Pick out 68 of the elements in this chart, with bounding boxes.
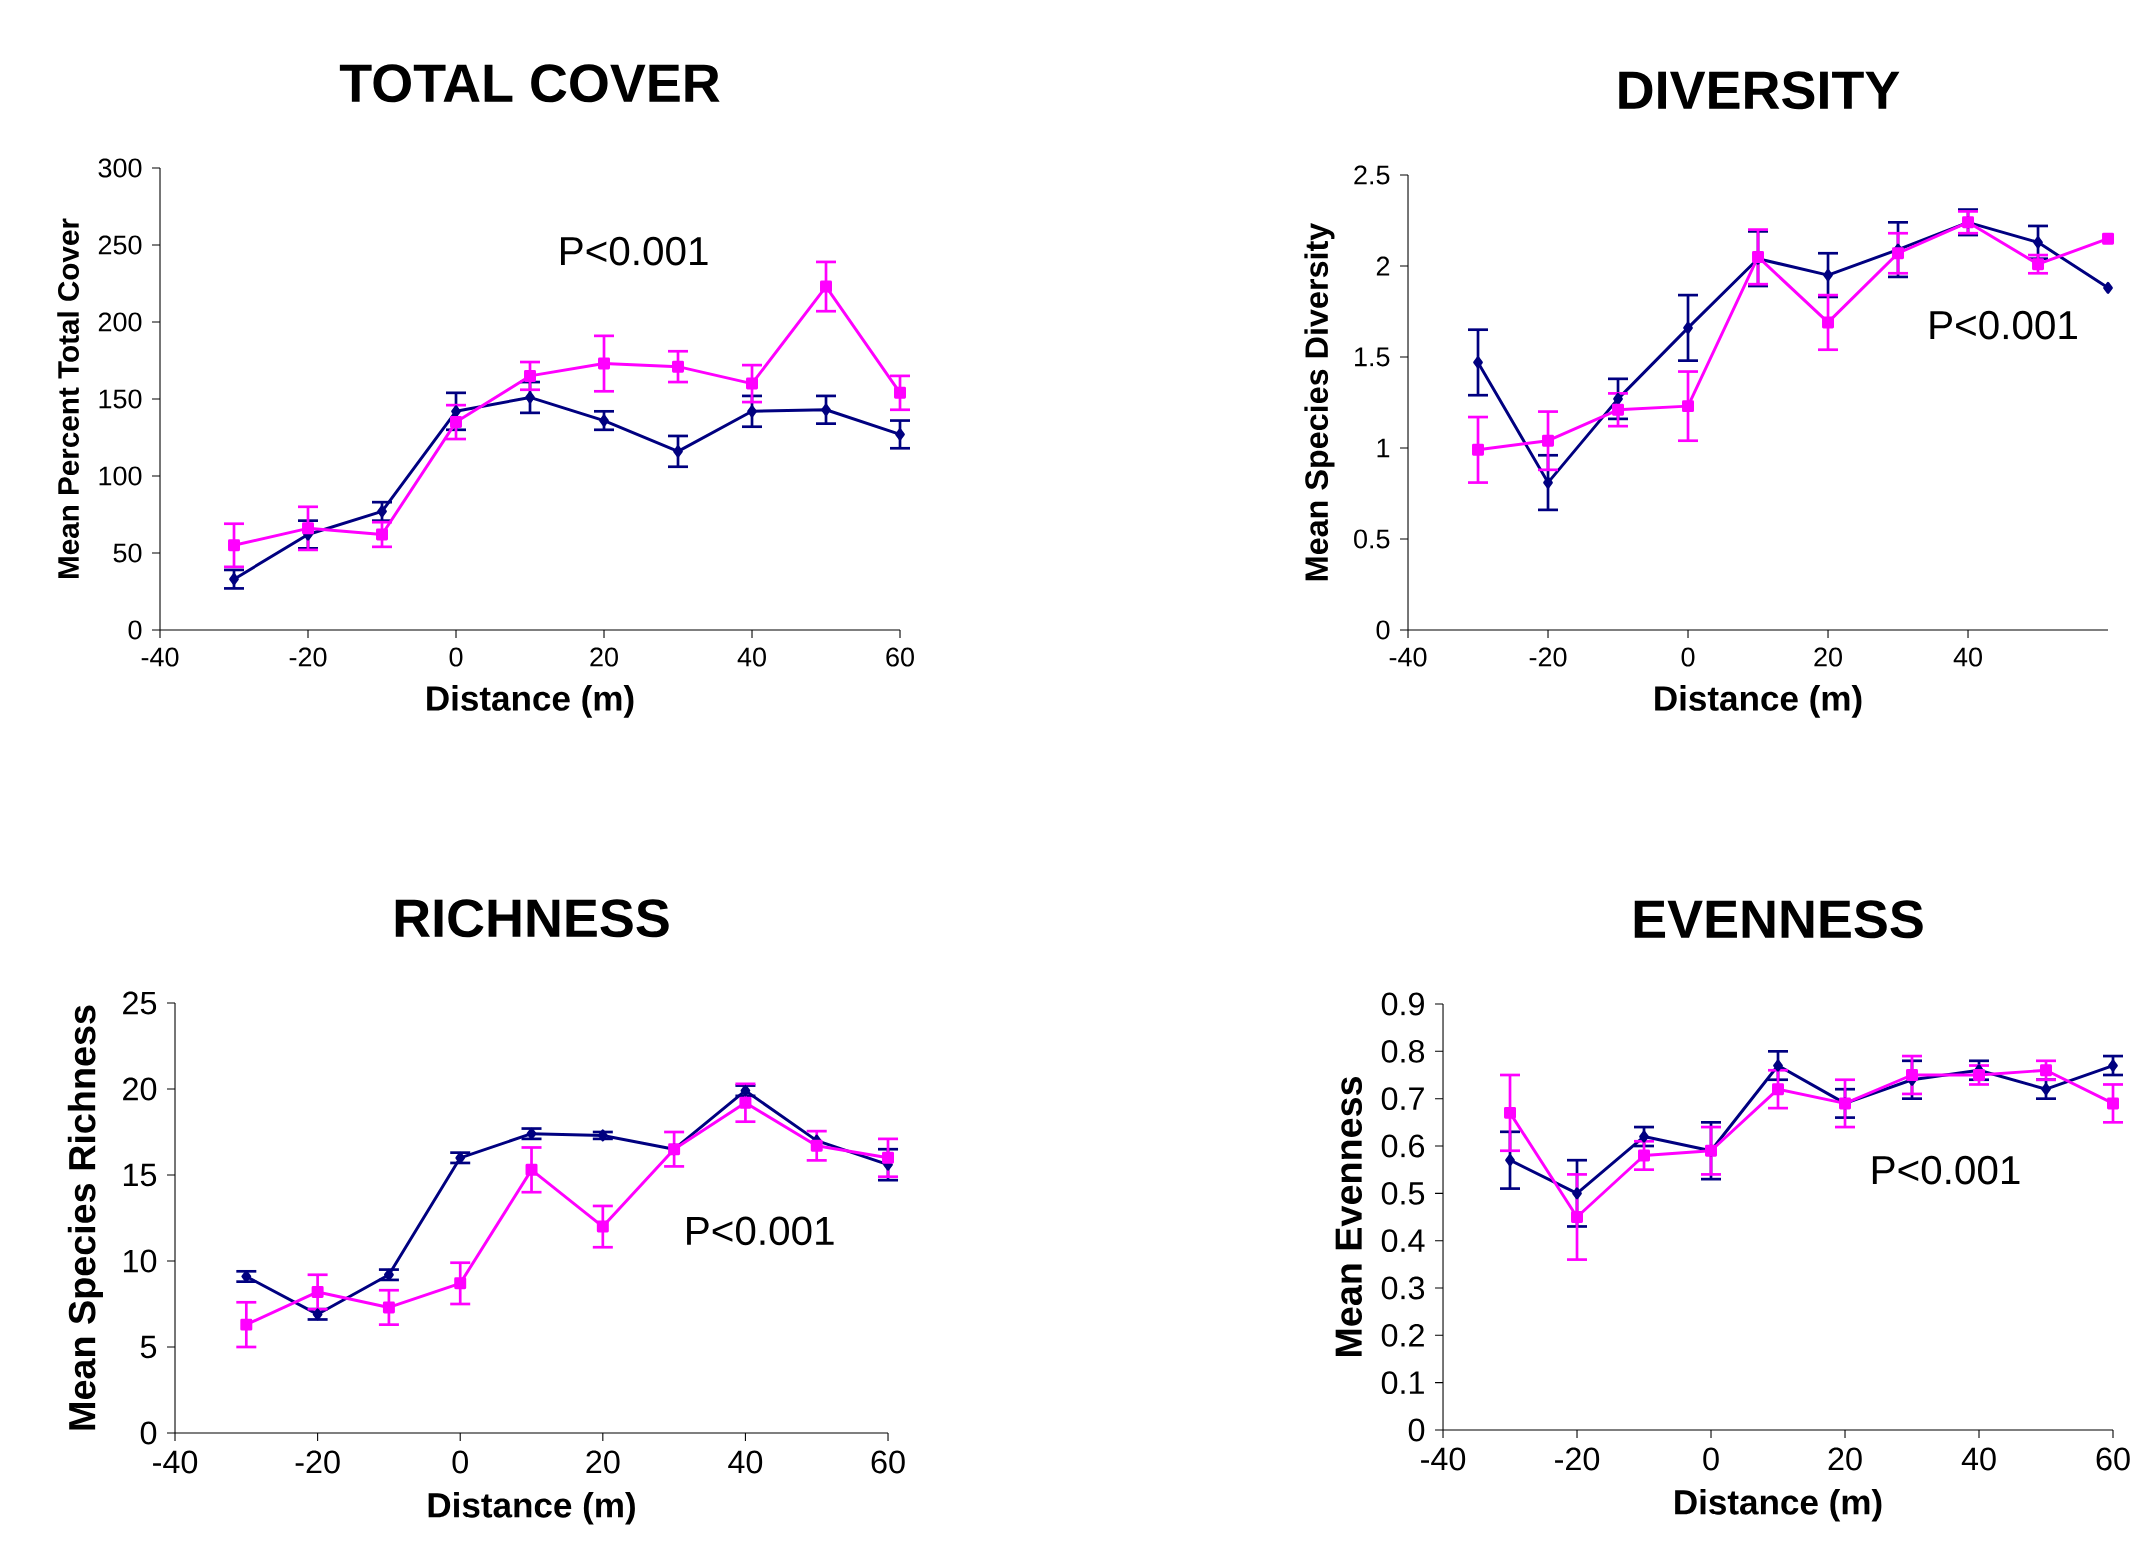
x-tick-label: 20 (1828, 1447, 1862, 1471)
y-tick-label: 0.8 (1381, 1039, 1425, 1063)
x-axis-title: Distance (m) (1675, 1488, 1882, 1522)
annotation: P<0.001 (687, 1216, 834, 1246)
y-tick-label: 20 (123, 1077, 157, 1101)
x-tick-label: -20 (295, 1450, 340, 1474)
x-tick-label: 40 (728, 1450, 763, 1474)
y-tick-label: 0.9 (1381, 992, 1424, 1016)
y-tick-label: 100 (99, 466, 142, 486)
y-axis-title: Mean Evenness (1335, 1076, 1363, 1357)
x-tick-label: -40 (1389, 647, 1427, 667)
x-tick-label: -40 (141, 647, 179, 667)
x-tick-label: 0 (1681, 647, 1695, 667)
x-axis-title: Distance (m) (1655, 685, 1862, 718)
x-tick-label: -40 (153, 1450, 198, 1474)
y-tick-label: 0 (140, 1421, 157, 1445)
x-tick-label: -20 (1555, 1447, 1600, 1471)
x-tick-label: -20 (1529, 647, 1567, 667)
chart-title: EVENNESS (1634, 900, 1923, 939)
y-tick-label: 0.4 (1381, 1229, 1425, 1253)
y-tick-label: 50 (113, 543, 142, 563)
y-tick-label: 150 (99, 389, 142, 409)
x-tick-label: 20 (586, 1450, 620, 1474)
y-tick-label: 5 (140, 1335, 157, 1359)
y-tick-label: 15 (123, 1163, 157, 1187)
y-tick-label: 0.1 (1381, 1371, 1424, 1395)
annotation: P<0.001 (1872, 1155, 2020, 1185)
y-tick-label: 0 (1376, 620, 1390, 640)
x-tick-label: 60 (886, 647, 914, 667)
x-tick-label: 60 (871, 1450, 905, 1474)
y-tick-label: 300 (98, 158, 142, 178)
x-tick-label: 20 (1814, 647, 1842, 667)
x-tick-label: 60 (2096, 1447, 2130, 1471)
y-tick-label: 1 (1377, 438, 1390, 458)
y-tick-label: 2.5 (1354, 165, 1390, 185)
x-tick-label: 40 (737, 647, 766, 667)
x-axis-title: Distance (m) (427, 685, 634, 718)
y-tick-label: 0 (1408, 1418, 1425, 1442)
y-axis-title: Mean Species Richness (67, 1005, 103, 1430)
y-tick-label: 250 (98, 235, 142, 255)
annotation: P<0.001 (561, 236, 708, 266)
x-tick-label: -20 (289, 647, 327, 667)
y-tick-label: 0.3 (1381, 1276, 1425, 1300)
x-tick-label: 40 (1961, 1447, 1996, 1471)
y-tick-label: 10 (123, 1249, 157, 1273)
y-tick-label: 0.7 (1381, 1087, 1424, 1111)
chart-title: TOTAL COVER (339, 64, 720, 103)
y-tick-label: 2 (1376, 256, 1390, 276)
x-tick-label: 0 (1703, 1447, 1719, 1471)
x-axis-title: Distance (m) (428, 1491, 635, 1525)
chart-title: RICHNESS (395, 899, 669, 938)
x-tick-label: 20 (590, 647, 618, 667)
chart-title: DIVERSITY (1619, 71, 1900, 110)
x-tick-label: 40 (1953, 647, 1982, 667)
y-tick-label: 0.6 (1381, 1134, 1425, 1158)
y-tick-label: 200 (98, 312, 142, 332)
x-tick-label: 0 (452, 1450, 468, 1474)
x-tick-label: -40 (1421, 1447, 1466, 1471)
y-tick-label: 0.5 (1354, 529, 1390, 549)
y-tick-label: 1.5 (1355, 347, 1390, 367)
y-axis-title: Mean Species Diversity (1304, 222, 1335, 581)
y-tick-label: 25 (123, 991, 157, 1015)
y-axis-title: Mean Percent Total Cover (57, 218, 79, 579)
annotation: P<0.001 (1930, 310, 2077, 340)
y-tick-label: 0.5 (1381, 1181, 1425, 1205)
x-tick-label: 0 (449, 647, 463, 667)
y-tick-label: 0 (128, 620, 142, 640)
y-tick-label: 0.2 (1381, 1323, 1424, 1347)
